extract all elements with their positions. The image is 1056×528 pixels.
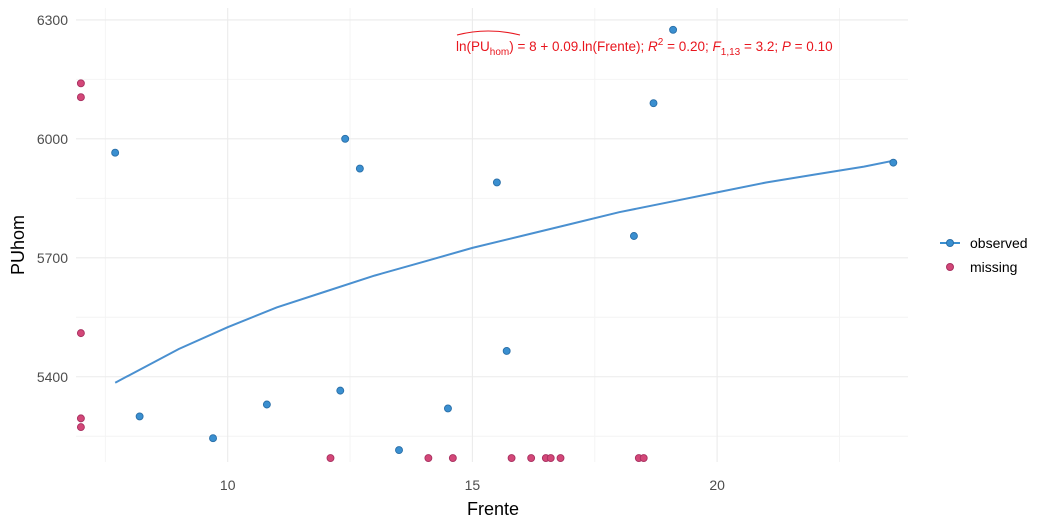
grid [76, 8, 908, 462]
observed-point [492, 178, 501, 187]
y-axis-title: PUhom [8, 215, 28, 275]
x-tick-label: 15 [465, 477, 481, 493]
y-tick-label: 6000 [37, 131, 68, 147]
y-tick-label: 6300 [37, 12, 68, 28]
points-layer [76, 25, 898, 462]
observed-point [111, 148, 120, 157]
legend-observed-label: observed [970, 235, 1028, 251]
observed-point [502, 347, 511, 355]
x-ticks: 10 15 20 [220, 477, 725, 493]
legend: observed missing [940, 235, 1028, 275]
missing-point [507, 454, 516, 462]
missing-point [76, 79, 85, 88]
observed-point [135, 412, 144, 421]
missing-point [448, 454, 457, 462]
legend-observed-marker [946, 239, 954, 247]
observed-point [669, 25, 678, 34]
y-ticks: 5400 5700 6000 6300 [37, 12, 68, 385]
observed-point [629, 232, 638, 240]
x-tick-label: 10 [220, 477, 236, 493]
observed-point [889, 158, 898, 167]
annotation-hat [456, 30, 521, 36]
missing-point [76, 414, 85, 423]
legend-missing-marker [946, 263, 954, 271]
annotation-text: ln(PUhom) = 8 + 0.09.ln(Frente); R2 = 0.… [456, 37, 833, 58]
x-tick-label: 20 [709, 477, 725, 493]
observed-point [444, 404, 452, 413]
missing-point [639, 454, 648, 462]
missing-point [76, 93, 85, 102]
legend-missing-label: missing [970, 259, 1017, 275]
y-tick-label: 5700 [37, 250, 68, 266]
observed-point [262, 400, 271, 409]
fit-curve-layer [114, 159, 894, 384]
observed-point [209, 434, 217, 443]
observed-point [355, 164, 364, 173]
missing-point [326, 454, 335, 462]
observed-point [341, 134, 350, 143]
missing-point [556, 454, 565, 462]
missing-point [424, 454, 433, 462]
missing-point [527, 454, 536, 462]
observed-point [395, 446, 403, 455]
observed-point [649, 99, 658, 108]
fit-curve [114, 159, 894, 384]
annotation: ln(PUhom) = 8 + 0.09.ln(Frente); R2 = 0.… [456, 30, 833, 58]
missing-point [546, 454, 555, 462]
missing-point [76, 423, 85, 432]
y-tick-label: 5400 [37, 369, 68, 385]
observed-point [336, 386, 345, 395]
x-axis-title: Frente [467, 499, 519, 519]
missing-point [76, 329, 85, 338]
